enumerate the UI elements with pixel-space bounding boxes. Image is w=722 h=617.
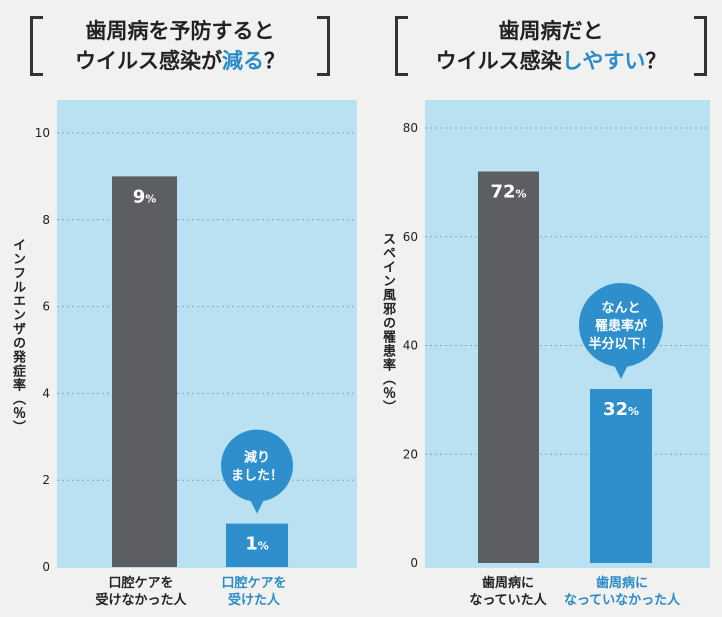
value-label: 72% [490,182,526,203]
right-chart-title: 歯周病だと ウイルス感染しやすい？ [395,10,707,82]
right-title-line1: 歯周病だと [498,19,604,43]
plot-area [425,100,710,568]
bar-1 [590,389,652,563]
bracket-left [30,16,43,76]
callout-text: 罹患率が [595,318,647,334]
bar-0 [478,171,539,563]
y-tick-label: 40 [403,339,418,353]
callout-pointer [613,363,629,379]
value-label: 9% [133,186,157,207]
plot-area [57,100,357,568]
bar-0 [112,176,177,567]
bracket-right [317,16,330,76]
callout-text: なんと [601,301,640,316]
callout-circle [579,283,663,367]
left-title-highlight: 減る [222,49,264,73]
y-tick-label: 10 [35,126,50,140]
callout-text: ました！ [231,469,283,484]
y-tick-label: 0 [42,560,50,574]
x-category-label: 歯周病に なっていなかった人 [563,576,681,608]
y-tick-label: 80 [403,121,418,135]
right-title-line2: ウイルス感染しやすい？ [435,49,667,73]
left-chart-title: 歯周病を予防すると ウイルス感染が減る？ [30,10,330,82]
callout-text: 減り [244,450,270,466]
value-label: 32% [603,399,639,420]
left-title-line2: ウイルス感染が減る？ [75,49,285,73]
bracket-left [395,16,408,76]
value-label: 1% [245,534,269,555]
y-tick-label: 20 [403,447,418,461]
right-title-highlight: しやすい [561,49,646,73]
x-category-label: 歯周病に なっていた人 [469,576,547,608]
left-title-line1: 歯周病を予防すると [85,19,275,43]
y-tick-label: 8 [42,213,50,227]
y-tick-label: 4 [42,386,50,400]
bracket-right [694,16,707,76]
callout-text: 半分以下！ [588,336,653,352]
y-tick-label: 6 [42,300,50,314]
left-y-axis-label: インフルエンザの発症率（％） [10,238,25,434]
callout-pointer [249,497,265,514]
right-y-axis-label: スペイン風邪の罹患率（％） [380,232,395,414]
bar-1 [226,523,288,567]
y-tick-label: 0 [410,556,418,570]
y-tick-label: 2 [42,473,50,487]
callout-circle [221,429,293,502]
x-category-label: 口腔ケアを 受けなかった人 [95,576,187,608]
x-category-label: 口腔ケアを 受けた人 [221,576,287,608]
y-tick-label: 60 [403,230,418,244]
